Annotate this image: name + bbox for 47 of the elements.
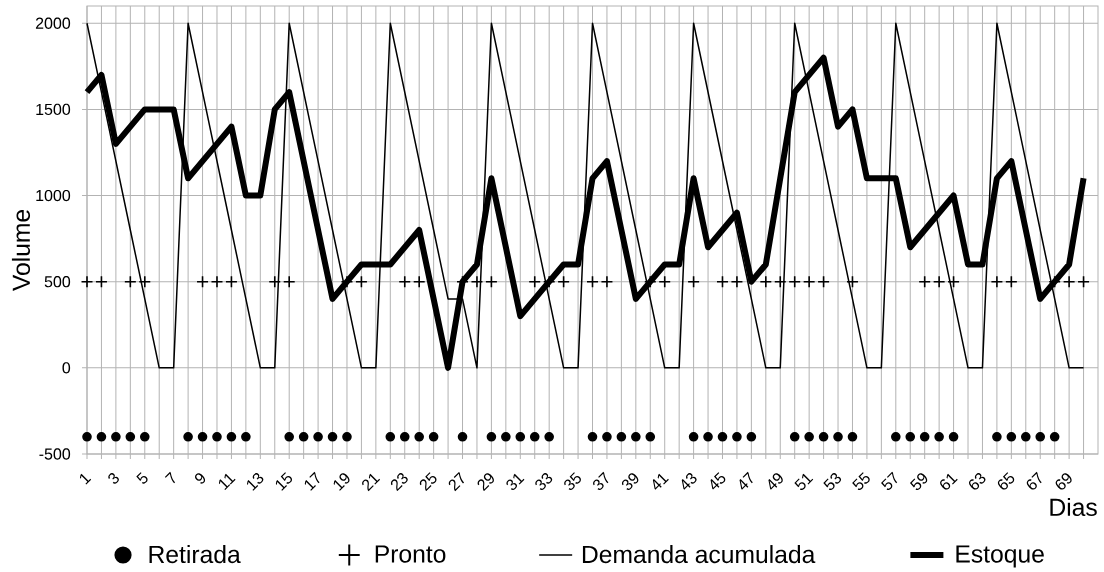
x-tick-label: 11 <box>218 473 236 490</box>
legend-label: Estoque <box>956 545 1044 568</box>
x-tick-label: 55 <box>852 472 870 490</box>
y-tick-label: 500 <box>44 276 71 288</box>
legend-label: Demanda acumulada <box>582 545 816 564</box>
x-tick-label: 3 <box>108 473 119 484</box>
x-tick-label: 19 <box>333 473 350 491</box>
x-tick-label: 21 <box>362 473 381 492</box>
x-tick-label: 7 <box>164 471 176 484</box>
x-tick-label: 33 <box>535 473 553 490</box>
x-tick-label: 41 <box>652 473 669 490</box>
y-tick-label: 1000 <box>36 189 71 202</box>
x-tick-label: 61 <box>940 473 958 490</box>
x-tick-label: 1 <box>79 473 92 485</box>
x-tick-label: 49 <box>768 473 783 490</box>
x-tick-label: 45 <box>710 472 726 490</box>
legend-label: Pronto <box>375 545 446 563</box>
x-tick-label: 27 <box>448 471 465 492</box>
y-tick-label: 2000 <box>35 17 71 29</box>
y-axis-title: Volume <box>11 209 31 292</box>
x-tick-label: 9 <box>194 473 206 484</box>
x-tick-label: 5 <box>136 472 148 484</box>
x-tick-label: 65 <box>997 472 1015 490</box>
x-tick-label: 47 <box>739 471 753 490</box>
x-tick-label: 29 <box>477 473 494 492</box>
x-tick-label: 13 <box>247 473 264 491</box>
legend-label: Retirada <box>149 545 241 564</box>
x-tick-label: 39 <box>621 473 639 490</box>
x-tick-label: 63 <box>969 473 986 490</box>
y-tick-label: 1500 <box>36 103 71 116</box>
y-tick-label: 0 <box>62 362 71 374</box>
x-tick-label: 53 <box>823 473 842 491</box>
x-axis-title: Dias <box>1050 497 1097 517</box>
x-tick-label: 37 <box>593 471 609 490</box>
x-tick-label: 15 <box>275 472 293 491</box>
x-tick-label: 59 <box>909 473 928 491</box>
x-tick-label: 43 <box>681 473 697 490</box>
x-tick-label: 25 <box>419 472 437 492</box>
y-tick-label: -500 <box>39 448 71 460</box>
x-tick-label: 23 <box>390 473 408 492</box>
x-tick-label: 51 <box>794 473 814 490</box>
x-tick-label: 35 <box>564 472 581 490</box>
x-tick-label: 17 <box>304 471 320 491</box>
x-tick-label: 67 <box>1026 471 1042 490</box>
x-tick-label: 57 <box>881 471 898 490</box>
x-tick-label: 31 <box>506 473 525 490</box>
x-tick-label: 69 <box>1055 473 1072 490</box>
